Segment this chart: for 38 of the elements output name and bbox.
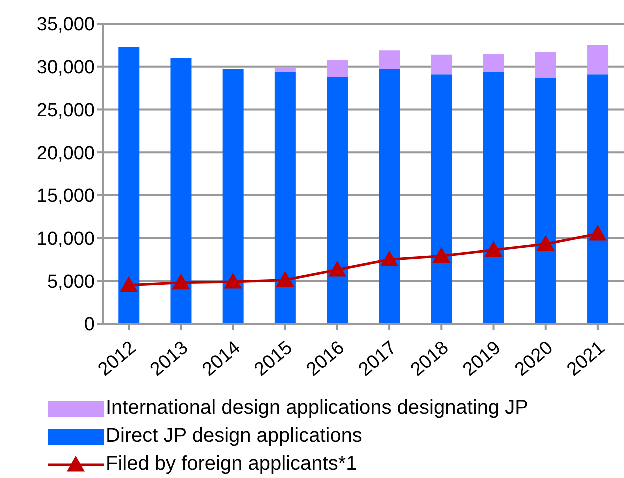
bar bbox=[222, 69, 244, 324]
bar bbox=[431, 74, 452, 324]
bar bbox=[535, 52, 556, 78]
legend-label: International design applications designating JP bbox=[106, 396, 529, 420]
bar bbox=[379, 50, 400, 70]
bar bbox=[588, 74, 609, 324]
y-tick-label: 30,000 bbox=[36, 58, 95, 79]
bar bbox=[483, 54, 504, 72]
y-tick-label: 0 bbox=[84, 314, 95, 336]
legend-label: Direct JP design applications bbox=[106, 424, 362, 448]
bar bbox=[327, 77, 348, 324]
bar bbox=[274, 72, 296, 324]
bar bbox=[170, 58, 192, 324]
bar bbox=[483, 72, 504, 324]
point bbox=[536, 235, 555, 252]
y-tick-label: 10,000 bbox=[36, 229, 95, 250]
point bbox=[224, 273, 242, 289]
point bbox=[328, 261, 346, 277]
bar bbox=[588, 45, 609, 75]
point bbox=[484, 241, 503, 258]
bar bbox=[535, 78, 556, 324]
point bbox=[380, 250, 399, 266]
bar bbox=[431, 54, 452, 75]
bar bbox=[274, 68, 296, 72]
y-tick-label: 5,000 bbox=[47, 272, 95, 293]
point bbox=[172, 274, 190, 290]
y-tick-label: 25,000 bbox=[36, 100, 95, 122]
legend-label: Filed by foreign applicants*1 bbox=[106, 452, 358, 476]
bar bbox=[327, 60, 348, 78]
bar bbox=[118, 47, 140, 324]
point bbox=[588, 225, 607, 241]
point bbox=[120, 276, 138, 292]
point bbox=[432, 247, 451, 264]
y-tick-label: 35,000 bbox=[36, 14, 95, 36]
bar bbox=[379, 69, 400, 324]
point bbox=[276, 271, 294, 288]
y-tick-label: 15,000 bbox=[36, 186, 95, 208]
y-tick-label: 20,000 bbox=[36, 143, 95, 164]
